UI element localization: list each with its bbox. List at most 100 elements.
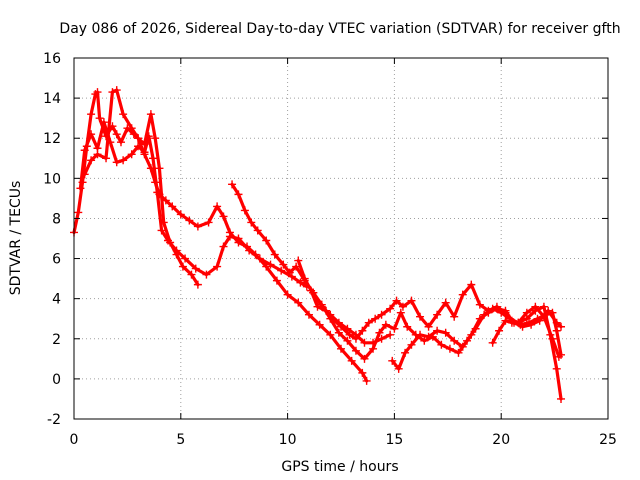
data-point	[76, 184, 85, 193]
data-point	[557, 394, 566, 403]
data-point	[247, 218, 256, 227]
data-point	[433, 326, 442, 335]
data-point	[255, 254, 264, 263]
data-point	[416, 312, 425, 321]
data-point	[450, 312, 459, 321]
data-point	[313, 302, 322, 311]
data-point	[377, 334, 386, 343]
data-point	[317, 300, 326, 309]
y-tick-label: 2	[52, 332, 61, 348]
data-point	[377, 310, 386, 319]
data-point	[80, 170, 89, 179]
data-point	[441, 328, 450, 337]
data-point	[484, 308, 493, 317]
data-point	[337, 344, 345, 353]
data-point	[351, 346, 360, 355]
data-point	[119, 110, 128, 119]
data-point	[87, 156, 96, 165]
data-point	[345, 330, 354, 339]
data-point	[343, 336, 352, 345]
data-point	[548, 308, 557, 317]
data-point	[127, 150, 136, 159]
data-point	[458, 342, 467, 351]
x-tick-label: 10	[279, 432, 297, 448]
data-point	[134, 142, 143, 151]
data-point	[272, 276, 281, 285]
data-point	[375, 328, 384, 337]
data-point	[296, 278, 305, 287]
data-point	[266, 260, 275, 269]
data-point	[140, 148, 149, 157]
data-point	[102, 154, 111, 163]
data-point	[475, 314, 484, 323]
data-point	[193, 280, 202, 289]
data-point	[178, 262, 187, 271]
data-point	[394, 364, 403, 373]
y-tick-label: 8	[52, 211, 61, 227]
data-point	[151, 134, 160, 143]
data-point	[390, 324, 399, 333]
data-point	[326, 330, 335, 339]
data-point	[557, 350, 566, 359]
data-point	[392, 296, 401, 305]
y-tick-label: 12	[43, 131, 61, 147]
data-point	[166, 238, 175, 247]
data-point	[492, 304, 501, 313]
data-point	[213, 202, 222, 211]
data-point	[213, 262, 222, 271]
data-point	[360, 338, 369, 347]
series-line	[72, 90, 369, 383]
data-point	[219, 212, 228, 221]
data-point	[146, 110, 155, 119]
data-point	[228, 180, 237, 189]
data-point	[140, 140, 149, 149]
data-point	[475, 300, 484, 309]
data-point	[294, 298, 303, 307]
data-point	[112, 130, 121, 139]
x-tick-label: 25	[599, 432, 617, 448]
data-point	[557, 322, 566, 331]
axis-ticks: 0 5 10 15 20 25 -2 0 2 4 6 8 10 12 14 16	[43, 51, 617, 448]
data-point	[155, 164, 164, 173]
data-point	[185, 216, 194, 225]
data-point	[454, 348, 463, 357]
data-point	[531, 306, 540, 315]
data-point	[112, 158, 121, 167]
data-point	[369, 344, 378, 353]
data-point	[119, 156, 128, 165]
data-point	[445, 344, 454, 353]
data-point	[234, 190, 243, 199]
grid	[74, 58, 608, 419]
data-point	[157, 226, 166, 235]
data-point	[388, 356, 397, 365]
data-point	[467, 330, 476, 339]
data-point	[334, 328, 343, 337]
x-tick-label: 20	[492, 432, 510, 448]
data-point	[240, 206, 249, 215]
data-point	[351, 334, 360, 343]
data-point	[176, 210, 185, 219]
data-point	[495, 326, 504, 335]
data-point	[262, 236, 271, 245]
data-point	[424, 322, 433, 331]
data-point	[287, 272, 296, 281]
series-markers	[80, 86, 202, 289]
data-point	[433, 310, 442, 319]
y-tick-label: 10	[43, 171, 61, 187]
data-point	[546, 330, 555, 339]
data-point	[398, 302, 407, 311]
data-point	[294, 256, 303, 265]
data-point	[204, 218, 213, 227]
data-point	[371, 314, 380, 323]
data-point	[116, 138, 125, 147]
data-point	[279, 260, 288, 269]
data-point	[134, 134, 143, 143]
data-point	[401, 348, 410, 357]
data-point	[524, 318, 533, 327]
y-tick-label: -2	[47, 412, 61, 428]
data-point	[507, 318, 516, 327]
data-point	[300, 274, 309, 283]
data-point	[253, 226, 262, 235]
